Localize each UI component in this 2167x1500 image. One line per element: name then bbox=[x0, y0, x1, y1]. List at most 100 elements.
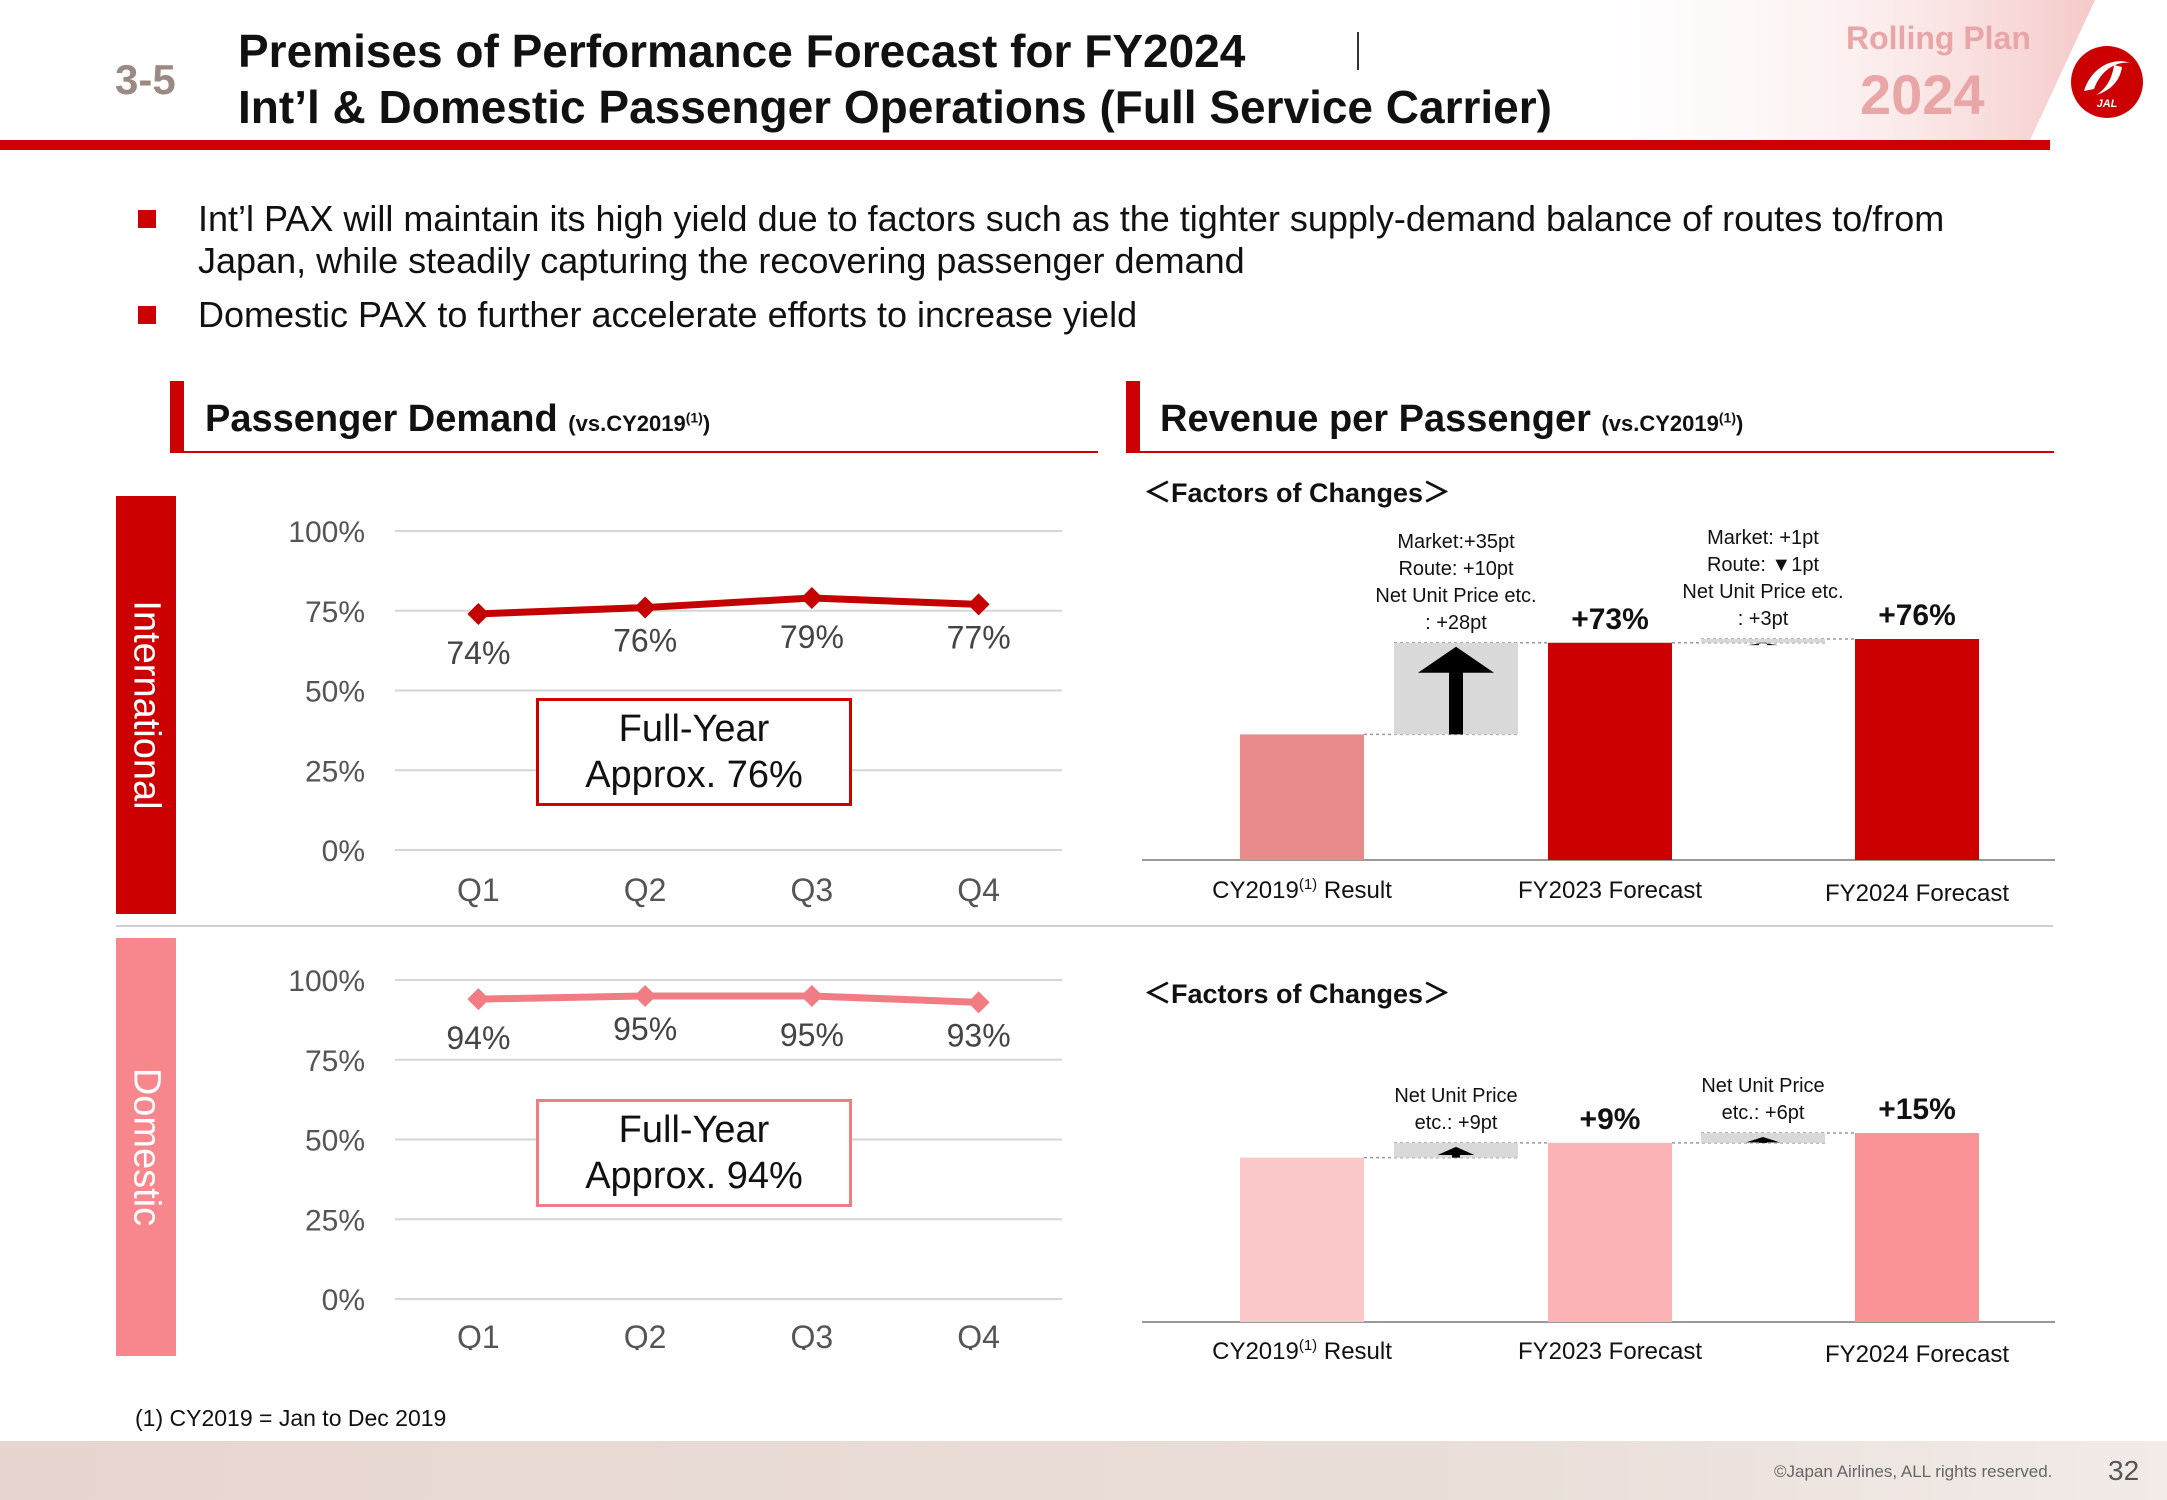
data-point-marker bbox=[967, 991, 990, 1014]
segment-divider bbox=[116, 925, 2053, 927]
series-line bbox=[478, 992, 979, 1006]
international-side-label: International bbox=[116, 496, 176, 914]
section-underline bbox=[1126, 451, 2054, 453]
x-tick-label: Q4 bbox=[957, 1319, 1000, 1350]
y-tick-label: 50% bbox=[305, 1125, 365, 1158]
intl-full-year-box: Full-Year Approx. 76% bbox=[536, 698, 852, 806]
passenger-demand-subtitle: (vs.CY2019(1)) bbox=[568, 409, 711, 436]
bar bbox=[1548, 1142, 1672, 1322]
bullet-square-icon bbox=[138, 306, 156, 324]
data-label: 94% bbox=[446, 1020, 510, 1056]
international-label: International bbox=[125, 600, 168, 810]
intl-revenue-chart: ＜Factors of Changes＞ +73% +76% CY2019(1) Re… bbox=[1142, 478, 2055, 907]
logo-text: JAL bbox=[2097, 98, 2118, 110]
passenger-demand-heading: Passenger Demand (vs.CY2019(1)) bbox=[205, 398, 710, 441]
page-number: 32 bbox=[2108, 1455, 2140, 1486]
domestic-full-year-box: Full-Year Approx. 94% bbox=[536, 1099, 852, 1207]
jal-logo: JAL bbox=[2071, 46, 2143, 118]
category-name: FY2023 Forecast bbox=[1518, 877, 1702, 904]
factor-note: Net Unit Price bbox=[1701, 1075, 1824, 1097]
domestic-label: Domestic bbox=[125, 1067, 168, 1227]
intl-demand-chart: 100% 75% 50% 25% 0% Q1 Q2 Q3 Q4 74% 76% 79% 77% bbox=[288, 516, 1062, 908]
data-label: 93% bbox=[947, 1017, 1011, 1053]
bar bbox=[1240, 1157, 1364, 1322]
factor-note: Route: +10pt bbox=[1398, 558, 1514, 580]
slide-number: 3-5 bbox=[115, 56, 176, 103]
footer-band bbox=[0, 1441, 2167, 1500]
domestic-side-label: Domestic bbox=[116, 938, 176, 1356]
category-suffix: Result bbox=[1317, 1338, 1392, 1365]
y-tick-label: 75% bbox=[305, 1045, 365, 1078]
data-label: 76% bbox=[613, 623, 677, 659]
y-tick-label: 75% bbox=[305, 596, 365, 629]
factor-note: Market: +1pt bbox=[1707, 527, 1819, 549]
x-tick-label: Q2 bbox=[624, 872, 667, 908]
bullet-square-icon bbox=[138, 210, 156, 228]
factors-of-changes-label: ＜Factors of Changes＞ bbox=[1144, 979, 1450, 1009]
data-point-marker bbox=[467, 602, 490, 625]
domestic-revenue-chart: ＜Factors of Changes＞ +9% +15% CY2019(1) Res… bbox=[1142, 979, 2055, 1368]
factor-note: Net Unit Price bbox=[1394, 1085, 1517, 1107]
x-tick-label: Q2 bbox=[624, 1319, 667, 1350]
data-point-marker bbox=[800, 586, 823, 609]
bar-value-label: +76% bbox=[1878, 599, 1956, 632]
y-tick-label: 0% bbox=[322, 1284, 365, 1317]
data-label: 74% bbox=[446, 635, 510, 671]
data-label: 77% bbox=[947, 619, 1011, 655]
factor-note: Market:+35pt bbox=[1397, 531, 1515, 553]
y-tick-label: 50% bbox=[305, 676, 365, 709]
bar bbox=[1855, 1133, 1979, 1322]
bar-value-label: +9% bbox=[1580, 1103, 1641, 1136]
bullet-text-2: Domestic PAX to further accelerate effor… bbox=[198, 294, 1138, 335]
factor-note: etc.: +9pt bbox=[1415, 1112, 1498, 1134]
footnote: (1) CY2019 = Jan to Dec 2019 bbox=[135, 1405, 447, 1431]
copyright: ©Japan Airlines, ALL rights reserved. bbox=[1774, 1462, 2053, 1481]
data-label: 79% bbox=[780, 619, 844, 655]
rolling-plan-label: Rolling Plan bbox=[1846, 20, 2031, 56]
section-marker bbox=[170, 381, 184, 453]
subtitle-close: ) bbox=[1736, 411, 1744, 436]
data-point-marker bbox=[467, 988, 490, 1011]
revenue-per-passenger-title: Revenue per Passenger bbox=[1160, 398, 1591, 440]
series-line bbox=[478, 594, 979, 618]
bar bbox=[1548, 642, 1672, 860]
full-year-label: Full-Year bbox=[618, 1109, 770, 1151]
x-tick-label: Q3 bbox=[791, 1319, 834, 1350]
bullet-text-1: Int’l PAX will maintain its high yield d… bbox=[198, 198, 1945, 281]
y-tick-label: 100% bbox=[288, 516, 365, 549]
bar bbox=[1855, 639, 1979, 860]
x-category-label: CY2019(1) Result bbox=[1212, 876, 1392, 904]
domestic-demand-chart: 100% 75% 50% 25% 0% Q1 Q2 Q3 Q4 94% 95% 95% 93% bbox=[288, 965, 1062, 1350]
footnote-ref: (1) bbox=[1299, 1337, 1317, 1354]
subtitle-close: ) bbox=[702, 411, 711, 436]
subtitle-text: (vs.CY2019 bbox=[568, 411, 686, 436]
rolling-plan-year: 2024 bbox=[1860, 63, 1985, 126]
category-name: FY2023 Forecast bbox=[1518, 1338, 1702, 1365]
category-name: CY2019 bbox=[1212, 1338, 1299, 1365]
y-tick-label: 25% bbox=[305, 1204, 365, 1237]
bar bbox=[1240, 734, 1364, 860]
data-point-marker bbox=[800, 984, 823, 1007]
section-marker bbox=[1126, 381, 1140, 453]
up-arrow-icon bbox=[1418, 646, 1494, 735]
footnote-ref: (1) bbox=[1299, 876, 1317, 893]
x-category-label: FY2024 Forecast bbox=[1825, 1341, 2009, 1368]
header-band bbox=[0, 0, 2095, 150]
full-year-label: Full-Year bbox=[618, 708, 770, 750]
up-arrow-icon bbox=[1746, 1137, 1780, 1143]
passenger-demand-title: Passenger Demand bbox=[205, 398, 558, 440]
data-point-marker bbox=[634, 984, 657, 1007]
x-category-label: FY2024 Forecast bbox=[1825, 880, 2009, 907]
revenue-per-passenger-subtitle: (vs.CY2019(1)) bbox=[1601, 409, 1744, 436]
bar-value-label: +73% bbox=[1571, 603, 1649, 636]
x-tick-label: Q3 bbox=[791, 872, 834, 908]
y-tick-label: 100% bbox=[288, 965, 365, 998]
x-category-label: CY2019(1) Result bbox=[1212, 1337, 1392, 1365]
footnote-ref: (1) bbox=[1718, 409, 1736, 426]
bar-value-label: +15% bbox=[1878, 1093, 1956, 1126]
category-name: CY2019 bbox=[1212, 877, 1299, 904]
x-category-label: FY2023 Forecast bbox=[1518, 877, 1702, 904]
section-underline bbox=[170, 451, 1098, 453]
title-separator bbox=[1357, 32, 1359, 70]
footnote-ref: (1) bbox=[685, 409, 703, 426]
